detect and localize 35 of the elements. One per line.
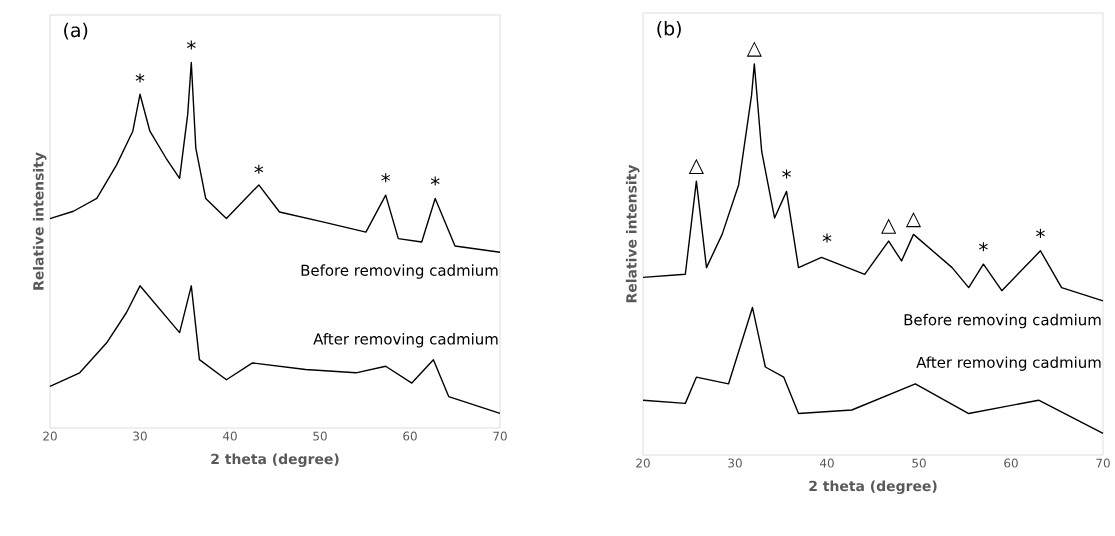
annotation: △ <box>746 41 762 57</box>
x-tick-label: 30 <box>133 431 147 441</box>
annotation: △ <box>688 158 704 174</box>
x-tick-label: 70 <box>493 431 507 441</box>
annotation: * <box>381 173 391 183</box>
series-label: After removing cadmium <box>916 356 1101 371</box>
y-axis-title: Relative intensity <box>32 152 47 290</box>
x-tick-label: 30 <box>728 458 742 468</box>
x-tick-label: 40 <box>222 431 237 441</box>
annotation: * <box>254 164 264 174</box>
annotation: * <box>822 233 832 243</box>
annotation: * <box>430 176 440 186</box>
y-axis-title: Relative intensity <box>625 164 640 303</box>
x-tick-label: 20 <box>636 458 650 468</box>
x-tick-label: 60 <box>1004 458 1018 468</box>
x-tick-label: 70 <box>1096 458 1110 468</box>
x-axis-title: 2 theta (degree) <box>809 480 937 495</box>
x-tick-label: 20 <box>43 431 57 441</box>
series-label: After removing cadmium <box>313 333 498 348</box>
annotation: * <box>186 40 196 50</box>
x-tick-label: 40 <box>819 458 834 468</box>
annotation: △ <box>905 211 922 228</box>
x-tick-label: 50 <box>313 431 327 441</box>
annotation: △ <box>881 218 897 234</box>
x-axis-title: 2 theta (degree) <box>211 453 339 468</box>
series-label: Before removing cadmium <box>301 264 498 279</box>
text: (a) <box>64 22 88 40</box>
x-tick-label: 60 <box>403 431 417 441</box>
text: (b) <box>657 20 681 38</box>
x-tick-label: 50 <box>912 458 926 468</box>
series-label: Before removing cadmium <box>904 313 1101 329</box>
annotation: * <box>979 242 988 252</box>
annotation: * <box>782 169 791 179</box>
annotation: * <box>135 73 145 83</box>
annotation: * <box>1036 228 1045 238</box>
